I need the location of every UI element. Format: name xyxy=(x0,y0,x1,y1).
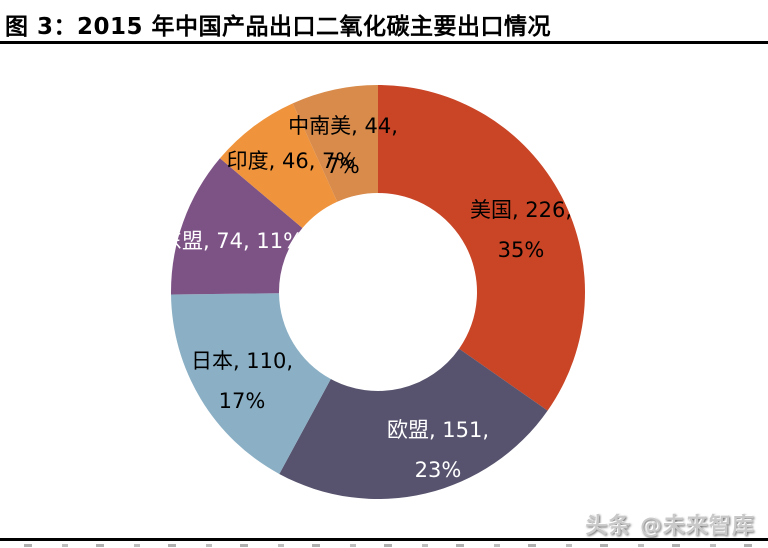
pie-slice-asean xyxy=(170,158,303,295)
clipped-source-caption-fragments xyxy=(24,544,752,547)
watermark-toutiao-weilaizhiku: 头条 @未来智库 xyxy=(585,514,755,539)
pie-slice-eu xyxy=(279,348,548,500)
title-underline-rule xyxy=(0,41,768,44)
pie-slice-central-south-america xyxy=(292,85,378,202)
pie-slice-india xyxy=(219,103,338,229)
bottom-rule xyxy=(0,538,768,541)
pie-slice-usa xyxy=(378,85,585,411)
figure-title: 图 3：2015 年中国产品出口二氧化碳主要出口情况 xyxy=(5,14,552,40)
pie-slice-japan xyxy=(171,293,331,474)
